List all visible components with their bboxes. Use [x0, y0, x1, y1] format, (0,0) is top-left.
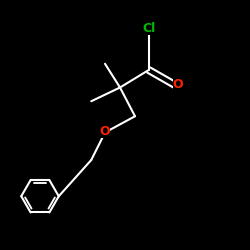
Text: Cl: Cl: [142, 22, 156, 35]
Text: O: O: [100, 125, 110, 138]
Text: O: O: [173, 78, 183, 92]
